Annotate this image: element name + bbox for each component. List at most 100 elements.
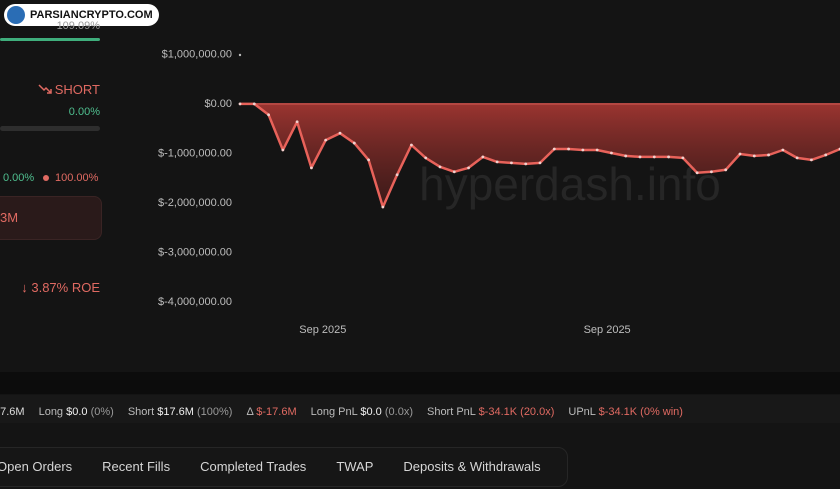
point [781, 148, 785, 152]
point [824, 153, 828, 157]
point [410, 143, 413, 147]
area [240, 103, 840, 207]
stat: Long $0.0 (0%) [39, 406, 114, 418]
y-tick-label: $-1,000,000.00 [158, 147, 232, 159]
point [710, 170, 713, 174]
x-tick-label: Sep 2025 [584, 324, 631, 336]
point [552, 147, 556, 151]
x-tick-label: Sep 2025 [299, 324, 346, 336]
stat-value: $0.0 [360, 406, 382, 418]
point [367, 158, 370, 162]
tab[interactable]: Open Orders [0, 459, 73, 474]
point [752, 154, 756, 158]
point [610, 151, 613, 155]
logo: PARSIANCRYPTO.COM [4, 4, 159, 26]
logo-icon [7, 6, 25, 24]
point [252, 102, 256, 106]
point [295, 120, 299, 124]
point [524, 162, 528, 166]
tab[interactable]: TWAP [336, 459, 374, 474]
point [538, 161, 542, 165]
point [324, 138, 328, 142]
point [481, 155, 485, 159]
value-box [0, 196, 102, 240]
band [0, 372, 840, 394]
tab[interactable]: Deposits & Withdrawals [403, 459, 541, 474]
stat-value: $0.0 [66, 406, 88, 418]
point [310, 166, 313, 170]
y-tick-label: $-3,000,000.00 [158, 246, 232, 258]
tabs: Open Orders Recent Fills Completed Trades T… [0, 458, 571, 476]
point [667, 155, 670, 159]
point [624, 154, 628, 158]
split-long: 0.00% [3, 172, 35, 184]
point [738, 152, 742, 156]
stat-label: UPnL [568, 406, 596, 418]
side-pct: 0.00% [68, 106, 100, 118]
point [652, 155, 656, 159]
decor-dot [238, 53, 242, 57]
stat: Δ $-17.6M [246, 406, 296, 418]
point [510, 161, 513, 165]
stat-value: 17.6M [0, 406, 25, 418]
point [638, 155, 642, 159]
stats-row [0, 395, 840, 423]
point [338, 131, 342, 135]
stat-label: Δ [246, 406, 254, 418]
stat: Short $17.6M (100%) [128, 406, 233, 418]
stat-value: $17.6M [157, 406, 194, 418]
stat-label: Short [127, 406, 155, 418]
stats: 17.6M Long $0.0 (0%) Short $17.6M (100%) Δ … [0, 402, 697, 420]
point [352, 141, 356, 145]
side-label: SHORT [54, 82, 100, 97]
chart: hyperdash.info $1,000,000.00$0.00$-1,000… [158, 48, 840, 336]
stat-value: $-17.6M [256, 406, 297, 418]
short-icon [38, 84, 52, 94]
point [567, 147, 570, 151]
y-tick-label: $-2,000,000.00 [158, 197, 232, 209]
point [381, 205, 385, 209]
point [452, 170, 456, 174]
y-tick-label: $1,000,000.00 [162, 48, 232, 60]
stat-note: (0% win) [640, 406, 683, 418]
stat-label: Long [38, 406, 64, 418]
point [810, 158, 813, 162]
point [767, 153, 770, 157]
point [424, 156, 428, 160]
point [238, 102, 242, 106]
tabs-box [0, 447, 568, 487]
roe: ↓ 3.87% ROE [21, 280, 100, 295]
stat-note: (0.0x) [384, 406, 413, 418]
point [681, 156, 685, 160]
point [267, 113, 270, 117]
y-tick-label: $-4,000,000.00 [158, 296, 232, 308]
stat: Long PnL $0.0 (0.0x) [311, 406, 413, 418]
point [438, 165, 442, 169]
top-pct: 109.09% [56, 20, 100, 32]
logo-text: PARSIANCRYPTO.COM [30, 9, 153, 21]
stat-label: Short PnL [426, 406, 476, 418]
point [724, 168, 728, 172]
point [495, 160, 499, 164]
point [281, 148, 285, 152]
tab[interactable]: Completed Trades [200, 459, 307, 474]
point [695, 171, 699, 175]
point [595, 148, 599, 152]
point [581, 148, 585, 152]
stat-note: (0%) [90, 406, 114, 418]
stat: Short PnL $-34.1K (20.0x) [427, 406, 554, 418]
stat-note: (100%) [196, 406, 233, 418]
y-tick-label: $0.00 [204, 98, 232, 110]
tab[interactable]: Recent Fills [102, 459, 171, 474]
point [467, 166, 470, 170]
stat-value: $-34.1K [478, 406, 518, 418]
stat-note: (20.0x) [520, 406, 555, 418]
box-value: 3M [0, 210, 19, 225]
stat: UPnL $-34.1K (0% win) [568, 406, 683, 418]
point [395, 173, 399, 177]
stat-label: Long PnL [310, 406, 358, 418]
side-bar [0, 126, 100, 131]
point [795, 156, 799, 160]
split-dot [43, 175, 49, 181]
